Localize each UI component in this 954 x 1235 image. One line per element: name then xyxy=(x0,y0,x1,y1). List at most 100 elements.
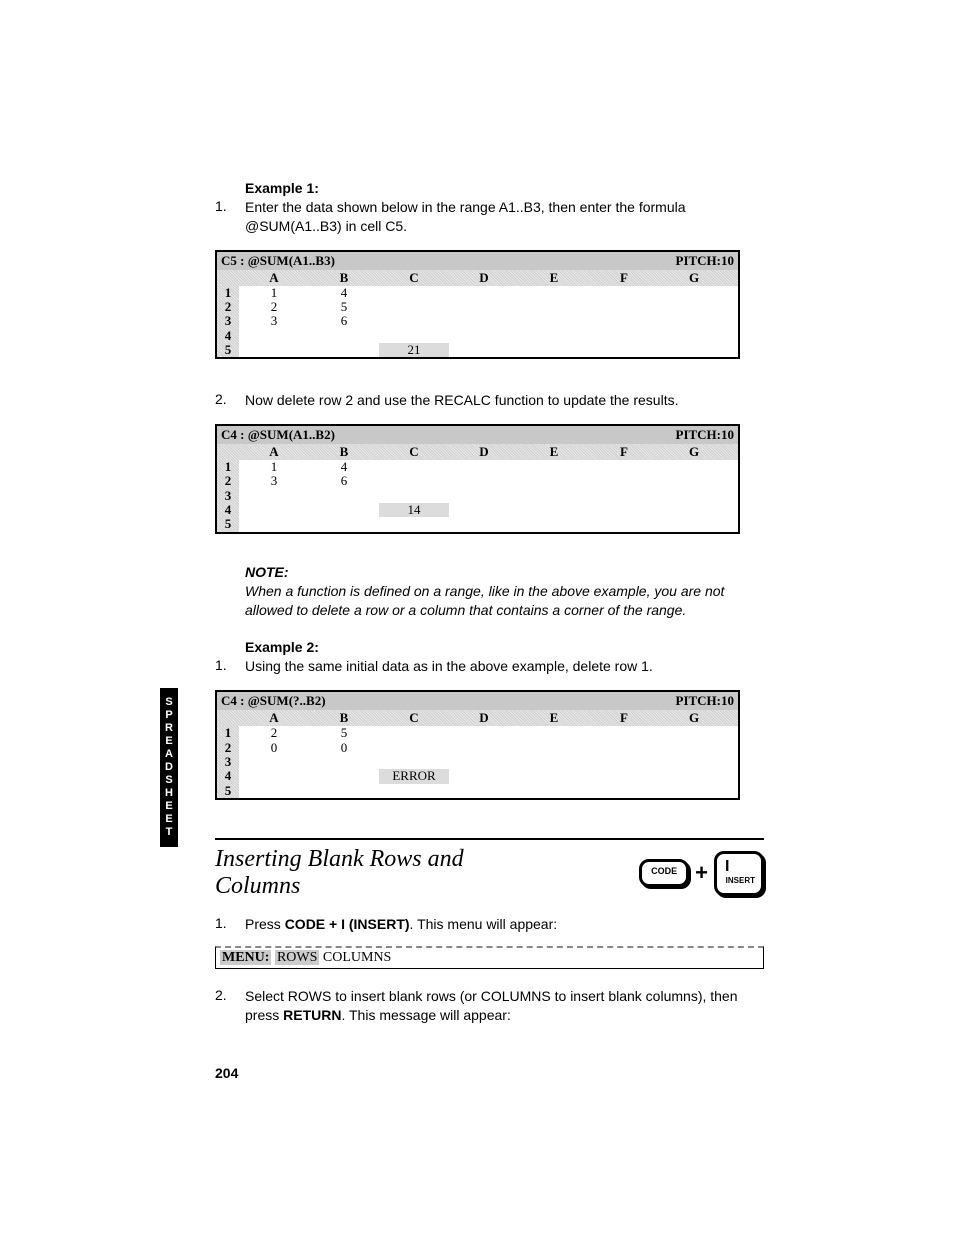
plus-icon: + xyxy=(695,860,708,886)
cell: ERROR xyxy=(379,769,449,783)
cell xyxy=(449,741,519,755)
row-number: 4 xyxy=(217,503,239,517)
cell xyxy=(659,784,729,798)
cell xyxy=(659,286,729,300)
step-text: Now delete row 2 and use the RECALC func… xyxy=(245,391,764,410)
col-header: B xyxy=(309,270,379,286)
col-header: G xyxy=(659,270,729,286)
cell: 3 xyxy=(239,474,309,488)
col-header: B xyxy=(309,444,379,460)
cell xyxy=(449,784,519,798)
status-bar: C4 : @SUM(A1..B2)PITCH:10 xyxy=(217,426,738,444)
table-row: 125 xyxy=(217,726,738,740)
menu-box: MENU: ROWS COLUMNS xyxy=(215,946,764,969)
spreadsheet-1: C5 : @SUM(A1..B3)PITCH:10ABCDEFG11422533… xyxy=(215,250,740,359)
cell xyxy=(589,517,659,531)
cell: 0 xyxy=(309,741,379,755)
table-row: 225 xyxy=(217,300,738,314)
cell xyxy=(449,286,519,300)
cell xyxy=(519,769,589,783)
cell xyxy=(519,503,589,517)
cell xyxy=(519,489,589,503)
cell xyxy=(659,755,729,769)
col-header: C xyxy=(379,710,449,726)
cell xyxy=(519,726,589,740)
cell xyxy=(309,755,379,769)
cell: 3 xyxy=(239,314,309,328)
cell xyxy=(659,769,729,783)
table-row: 200 xyxy=(217,741,738,755)
cell xyxy=(589,474,659,488)
cell xyxy=(659,489,729,503)
cell xyxy=(239,784,309,798)
pitch-indicator: PITCH:10 xyxy=(676,427,735,443)
spreadsheet-2: C4 : @SUM(A1..B2)PITCH:10ABCDEFG11423634… xyxy=(215,424,740,533)
cell: 2 xyxy=(239,300,309,314)
table-row: 4 xyxy=(217,329,738,343)
cell xyxy=(589,343,659,357)
section-title-row: Inserting Blank Rows and Columns CODE + … xyxy=(215,846,764,901)
row-number: 1 xyxy=(217,726,239,740)
row-number: 3 xyxy=(217,489,239,503)
cell: 1 xyxy=(239,460,309,474)
col-header: E xyxy=(519,710,589,726)
example1-step2: 2. Now delete row 2 and use the RECALC f… xyxy=(215,391,764,410)
cell xyxy=(309,517,379,531)
table-row: 4ERROR xyxy=(217,769,738,783)
key-insert: I INSERT xyxy=(714,851,764,896)
col-header: A xyxy=(239,270,309,286)
table-row: 5 xyxy=(217,517,738,531)
example2-heading: Example 2: xyxy=(245,639,764,655)
cell xyxy=(449,474,519,488)
note-text: When a function is defined on a range, l… xyxy=(245,582,764,620)
step-number: 2. xyxy=(215,987,245,1025)
column-headers: ABCDEFG xyxy=(217,270,738,286)
cell xyxy=(239,489,309,503)
row-number: 1 xyxy=(217,286,239,300)
row-number: 3 xyxy=(217,314,239,328)
cell xyxy=(589,286,659,300)
row-number: 2 xyxy=(217,300,239,314)
cell-reference: C5 : @SUM(A1..B3) xyxy=(221,253,335,269)
step-text: Enter the data shown below in the range … xyxy=(245,198,764,236)
cell xyxy=(659,726,729,740)
row-number: 1 xyxy=(217,460,239,474)
table-row: 3 xyxy=(217,755,738,769)
cell: 21 xyxy=(379,343,449,357)
status-bar: C5 : @SUM(A1..B3)PITCH:10 xyxy=(217,252,738,270)
cell xyxy=(589,300,659,314)
cell xyxy=(449,755,519,769)
cell xyxy=(309,489,379,503)
column-headers: ABCDEFG xyxy=(217,444,738,460)
example2-step1: 1. Using the same initial data as in the… xyxy=(215,657,764,676)
menu-columns: COLUMNS xyxy=(319,950,391,965)
cell xyxy=(589,755,659,769)
cell xyxy=(309,503,379,517)
menu-label: MENU: xyxy=(220,950,271,965)
row-number: 5 xyxy=(217,517,239,531)
cell xyxy=(449,460,519,474)
cell xyxy=(659,503,729,517)
col-header: A xyxy=(239,444,309,460)
cell xyxy=(659,343,729,357)
cell xyxy=(519,300,589,314)
cell xyxy=(449,343,519,357)
cell xyxy=(659,460,729,474)
col-header: A xyxy=(239,710,309,726)
cell xyxy=(309,329,379,343)
cell xyxy=(449,300,519,314)
step-text: Using the same initial data as in the ab… xyxy=(245,657,764,676)
cell xyxy=(659,300,729,314)
cell xyxy=(379,489,449,503)
cell: 4 xyxy=(309,460,379,474)
cell xyxy=(519,755,589,769)
col-header: E xyxy=(519,444,589,460)
menu-rows: ROWS xyxy=(275,950,319,965)
cell xyxy=(309,769,379,783)
col-header: G xyxy=(659,444,729,460)
cell xyxy=(309,784,379,798)
cell xyxy=(379,286,449,300)
cell xyxy=(589,784,659,798)
cell xyxy=(519,286,589,300)
cell xyxy=(589,503,659,517)
